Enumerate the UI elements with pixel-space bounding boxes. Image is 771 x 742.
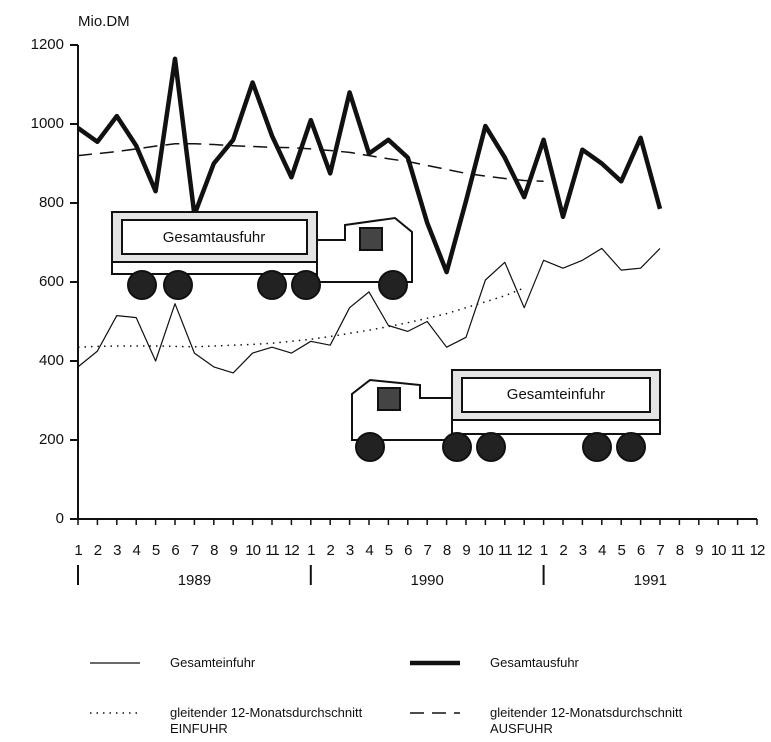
y-tick-label: 600 [39, 273, 64, 290]
legend-label: gleitender 12-Monatsdurchschnitt AUSFUHR [490, 705, 682, 737]
legend-label: gleitender 12-Monatsdurchschnitt EINFUHR [170, 705, 362, 737]
y-axis-label: Mio.DM [78, 13, 130, 30]
x-tick-label: 4 [133, 542, 141, 559]
x-tick-label: 2 [94, 542, 102, 559]
year-label: 1990 [411, 572, 444, 589]
x-tick-label: 9 [230, 542, 238, 559]
x-tick-label: 10 [245, 542, 260, 559]
x-tick-label: 4 [598, 542, 606, 559]
x-tick-label: 4 [365, 542, 373, 559]
truck-export: Gesamtausfuhr [112, 212, 412, 299]
x-tick-label: 3 [346, 542, 354, 559]
x-tick-label: 3 [579, 542, 587, 559]
x-tick-label: 1 [540, 542, 548, 559]
legend-label: Gesamteinfuhr [170, 655, 255, 671]
year-label: 1989 [178, 572, 211, 589]
x-tick-label: 8 [676, 542, 684, 559]
x-tick-label: 8 [210, 542, 218, 559]
x-tick-label: 11 [731, 542, 745, 559]
x-tick-label: 12 [284, 542, 299, 559]
x-tick-label: 3 [113, 542, 121, 559]
x-tick-label: 7 [191, 542, 199, 559]
x-tick-label: 9 [462, 542, 470, 559]
y-tick-label: 800 [39, 194, 64, 211]
chart: Mio.DM 020040060080010001200123456789101… [0, 0, 771, 742]
y-tick-label: 200 [39, 431, 64, 448]
x-tick-label: 12 [517, 542, 532, 559]
x-tick-label: 7 [424, 542, 432, 559]
year-label: 1991 [634, 572, 667, 589]
truck-import: Gesamteinfuhr [352, 370, 660, 461]
x-tick-label: 9 [695, 542, 703, 559]
x-tick-label: 8 [443, 542, 451, 559]
x-tick-label: 2 [327, 542, 335, 559]
legend-label: Gesamtausfuhr [490, 655, 579, 671]
x-tick-label: 5 [152, 542, 160, 559]
x-tick-label: 1 [74, 542, 82, 559]
y-tick-label: 400 [39, 352, 64, 369]
page: Mio.DM 020040060080010001200123456789101… [0, 0, 771, 742]
x-tick-label: 11 [498, 542, 512, 559]
x-tick-label: 2 [559, 542, 567, 559]
x-tick-label: 7 [656, 542, 664, 559]
x-tick-label: 5 [618, 542, 626, 559]
x-tick-label: 1 [307, 542, 315, 559]
x-tick-label: 6 [637, 542, 645, 559]
x-tick-label: 11 [265, 542, 279, 559]
x-tick-label: 12 [750, 542, 765, 559]
x-tick-label: 10 [711, 542, 726, 559]
annotation: Gesamtausfuhr [163, 229, 266, 246]
x-tick-label: 5 [385, 542, 393, 559]
x-tick-label: 6 [404, 542, 412, 559]
x-tick-label: 10 [478, 542, 493, 559]
x-tick-label: 6 [171, 542, 179, 559]
annotation: Gesamteinfuhr [507, 386, 605, 403]
y-tick-label: 0 [56, 510, 64, 527]
y-tick-label: 1000 [31, 115, 64, 132]
y-tick-label: 1200 [31, 36, 64, 53]
